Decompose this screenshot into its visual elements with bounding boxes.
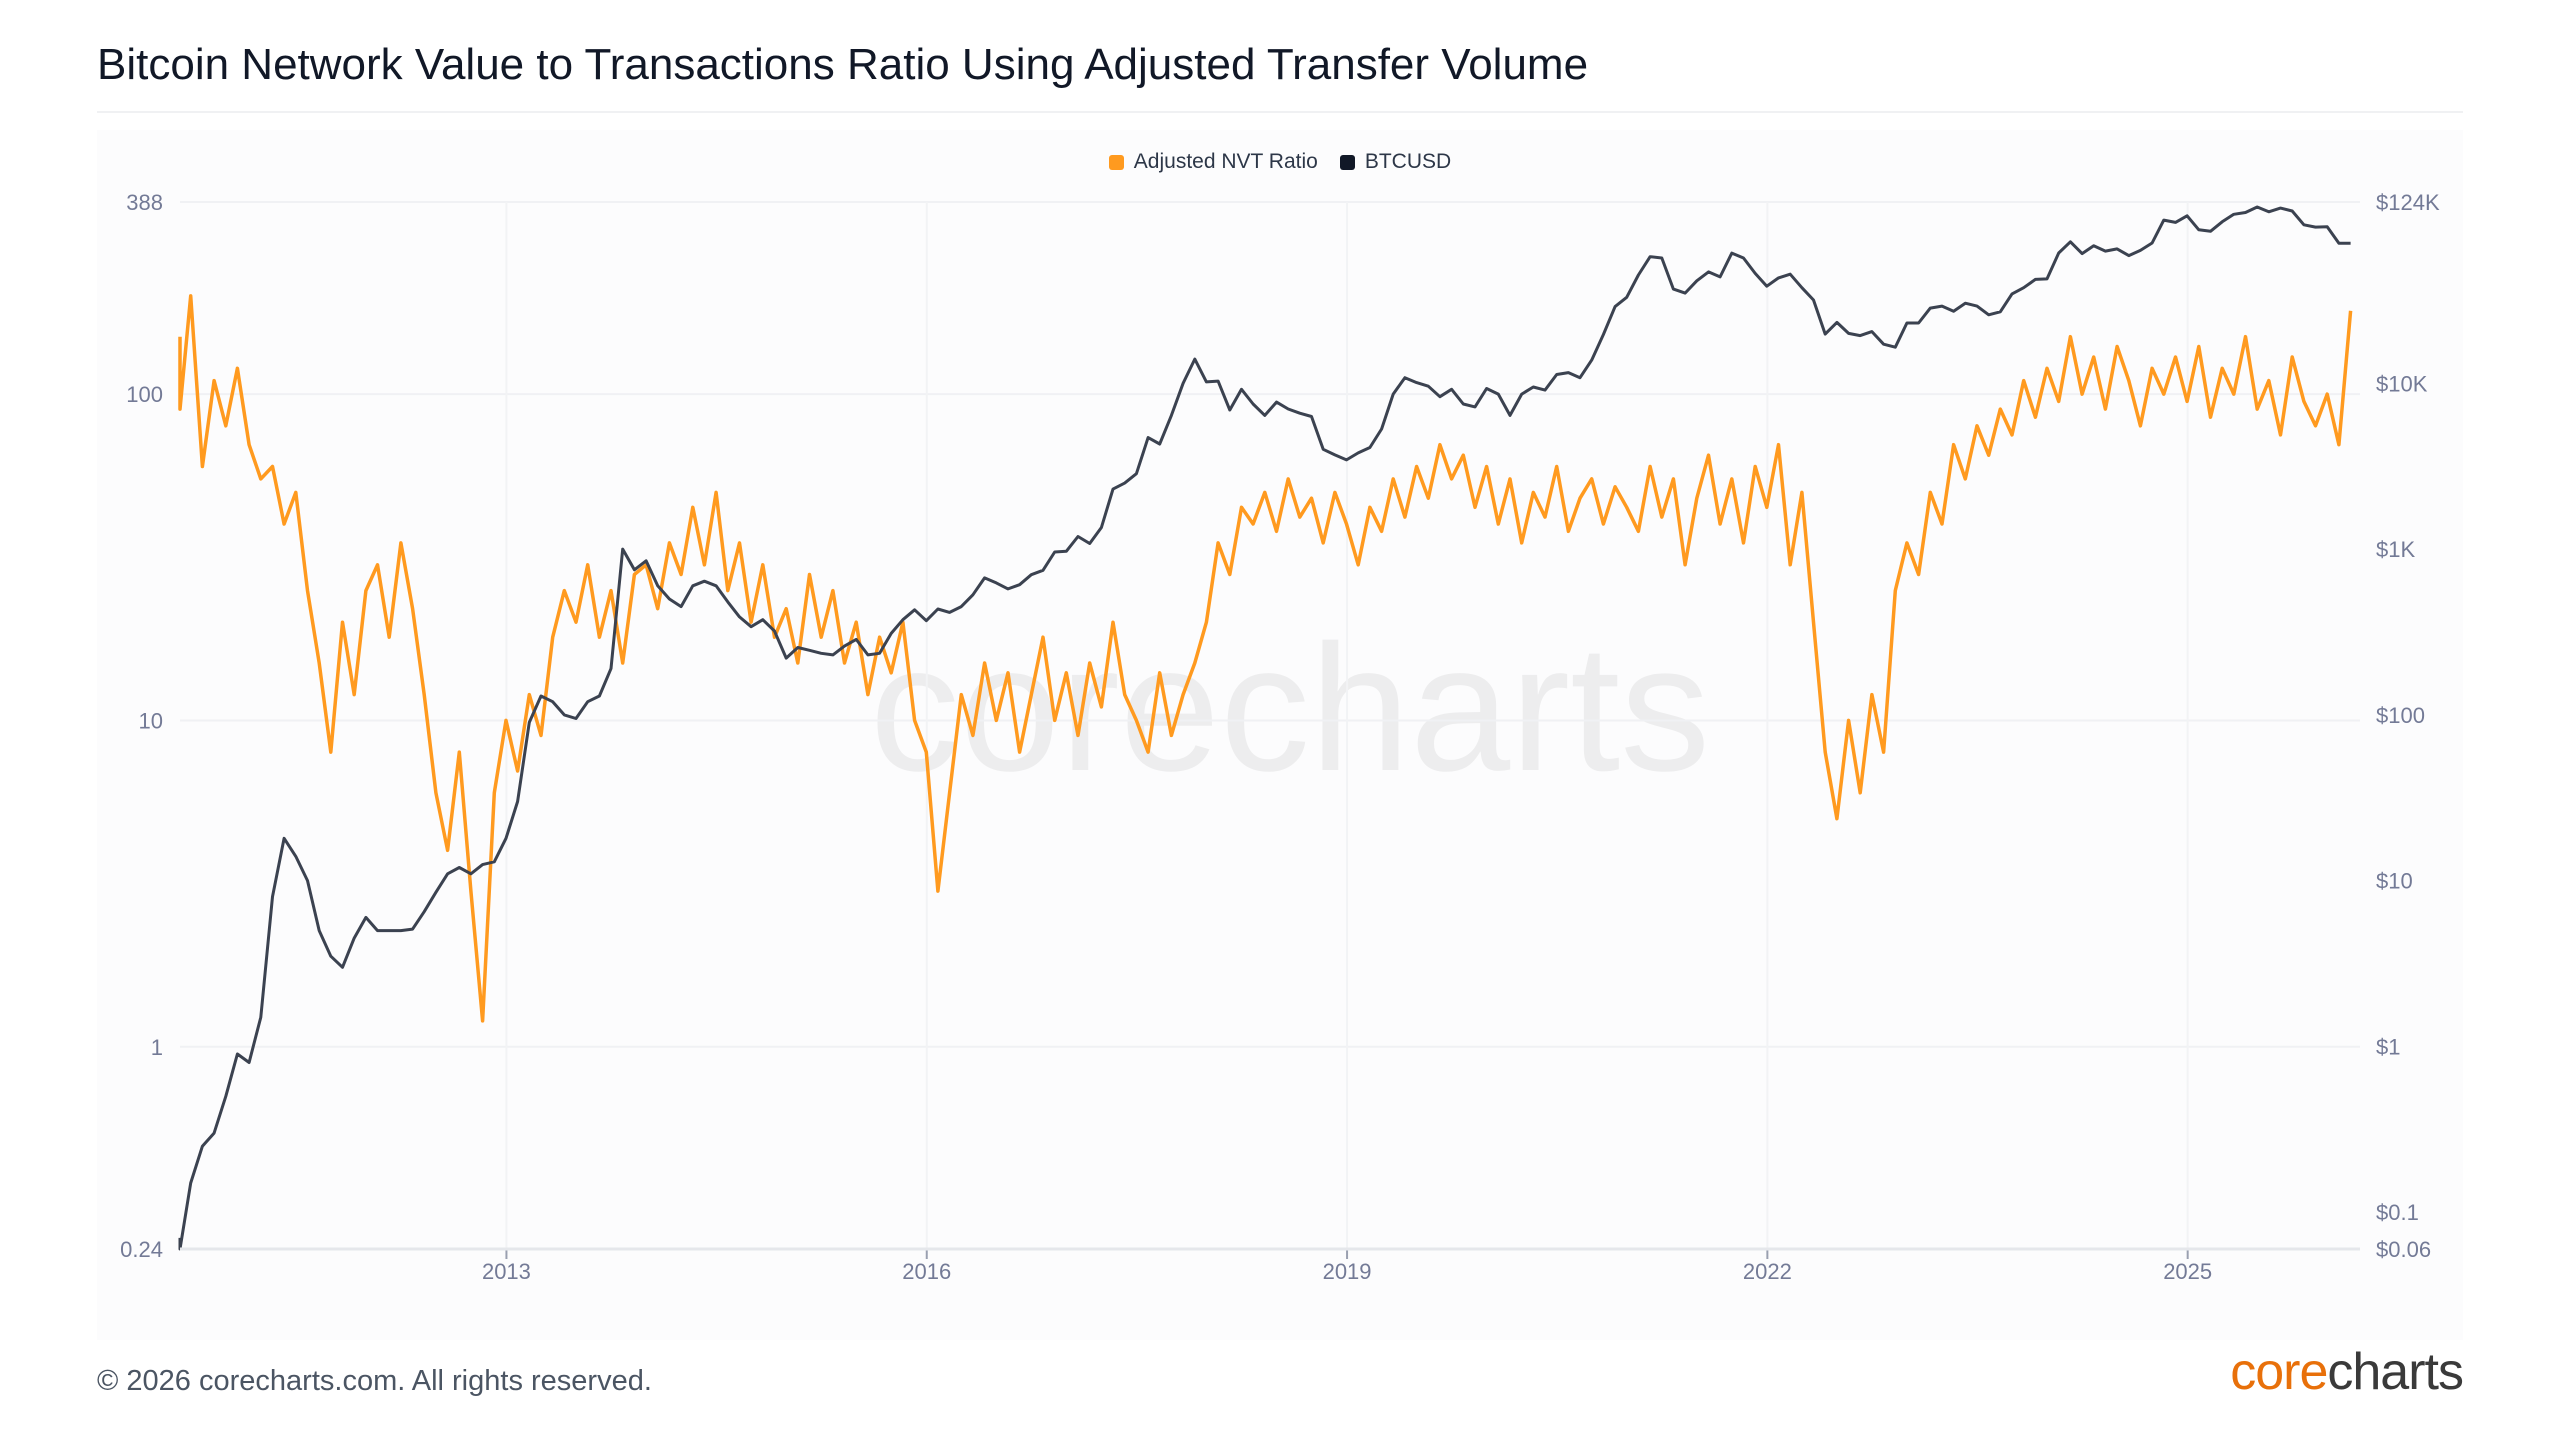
y-left-tick-label: 0.24: [120, 1237, 163, 1262]
legend-label-nvt: Adjusted NVT Ratio: [1133, 150, 1318, 173]
chart-panel: [97, 130, 2463, 1340]
title-divider: [97, 111, 2463, 113]
x-tick-label: 2013: [482, 1259, 531, 1284]
watermark: corecharts: [870, 608, 1710, 809]
copyright-footer: © 2026 corecharts.com. All rights reserv…: [97, 1365, 652, 1397]
y-right-tick-label: $100: [2376, 703, 2425, 728]
series-line-btcusd: [178, 205, 2351, 1251]
legend-swatch-nvt: [1108, 154, 1124, 170]
x-tick-label: 2025: [2163, 1259, 2212, 1284]
y-right-tick-label: $1: [2376, 1034, 2400, 1059]
corecharts-logo[interactable]: corecharts: [2230, 1342, 2464, 1402]
y-left-tick-label: 1: [151, 1035, 163, 1060]
legend-item-nvt[interactable]: Adjusted NVT Ratio: [1108, 150, 1318, 174]
x-tick-label: 2016: [902, 1259, 951, 1284]
y-left-tick-label: 100: [126, 382, 163, 407]
y-right-tick-label: $0.1: [2376, 1200, 2419, 1225]
y-right-tick-label: $10: [2376, 869, 2413, 894]
y-right-tick-label: $124K: [2376, 190, 2440, 215]
chart-title: Bitcoin Network Value to Transactions Ra…: [97, 40, 1589, 89]
x-tick-label: 2022: [1743, 1259, 1792, 1284]
logo-charts: charts: [2327, 1343, 2464, 1401]
y-right-tick-label: $0.06: [2376, 1237, 2431, 1262]
legend: Adjusted NVT Ratio BTCUSD: [0, 150, 2560, 174]
y-right-tick-label: $1K: [2376, 537, 2415, 562]
series-line-adjusted-nvt: [178, 294, 2353, 1023]
logo-core: core: [2230, 1343, 2328, 1401]
legend-swatch-btcusd: [1339, 154, 1355, 170]
legend-label-btcusd: BTCUSD: [1364, 150, 1452, 173]
y-left-tick-label: 388: [126, 190, 163, 215]
x-tick-label: 2019: [1323, 1259, 1372, 1284]
legend-item-btcusd[interactable]: BTCUSD: [1339, 150, 1452, 174]
y-left-tick-label: 10: [139, 708, 163, 733]
y-right-tick-label: $10K: [2376, 371, 2428, 396]
